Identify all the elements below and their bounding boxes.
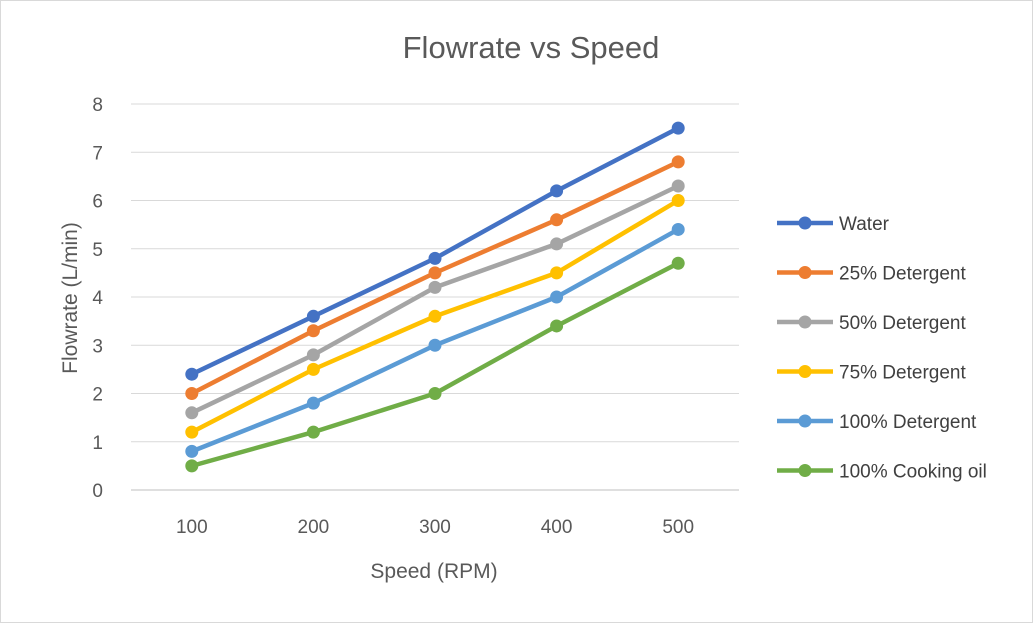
x-tick-label: 400 (541, 517, 573, 538)
x-tick-label: 200 (298, 517, 330, 538)
legend-item: 100% Cooking oil (777, 462, 987, 483)
series-0 (185, 121, 685, 381)
legend-item: Water (777, 214, 890, 235)
y-tick-label: 5 (92, 240, 103, 261)
data-point (306, 362, 320, 376)
y-tick-label: 6 (92, 192, 103, 213)
legend-marker (798, 266, 812, 279)
data-point (185, 425, 199, 439)
data-point (550, 290, 564, 304)
x-axis-ticks: 100 200 300 400 500 (176, 517, 694, 538)
data-point (671, 179, 685, 193)
data-point (671, 256, 685, 270)
data-point (306, 324, 320, 338)
legend: Water 25% Detergent 50% Detergent 75% Deter… (777, 214, 987, 483)
series-lines (185, 121, 685, 473)
data-point (428, 280, 442, 294)
series-2 (185, 179, 685, 420)
data-point (306, 425, 320, 439)
legend-marker (798, 216, 812, 230)
y-tick-label: 7 (92, 143, 103, 164)
x-tick-label: 300 (419, 517, 451, 538)
y-tick-label: 8 (92, 95, 103, 116)
data-point (185, 459, 199, 473)
data-point (428, 251, 442, 265)
data-point (185, 367, 199, 381)
series-5 (185, 256, 685, 473)
legend-label: 75% Detergent (839, 363, 966, 384)
chart-title: Flowrate vs Speed (403, 30, 660, 65)
series-4 (185, 222, 685, 458)
data-point (306, 396, 320, 410)
legend-marker (798, 315, 812, 329)
x-tick-label: 100 (176, 517, 208, 538)
legend-marker (798, 365, 812, 378)
x-tick-label: 500 (662, 517, 694, 538)
series-3 (185, 194, 685, 439)
data-point (671, 155, 685, 169)
data-point (550, 266, 564, 280)
y-tick-label: 0 (92, 481, 103, 502)
data-point (185, 406, 199, 420)
y-tick-label: 1 (92, 433, 103, 454)
legend-marker (798, 414, 812, 428)
data-point (185, 387, 199, 400)
legend-item: 50% Detergent (777, 313, 966, 334)
legend-label: 25% Detergent (839, 264, 966, 285)
y-axis-label: Flowrate (L/min) (59, 222, 82, 374)
legend-marker (798, 464, 812, 477)
data-point (671, 194, 685, 207)
x-axis-label: Speed (RPM) (370, 560, 497, 583)
legend-label: 50% Detergent (839, 313, 966, 334)
data-point (428, 387, 442, 400)
data-point (428, 338, 442, 352)
data-point (671, 222, 685, 236)
legend-label: 100% Cooking oil (839, 462, 987, 483)
series-line (189, 125, 681, 377)
legend-label: Water (839, 214, 890, 235)
data-point (428, 309, 442, 323)
legend-item: 25% Detergent (777, 264, 966, 285)
data-point (550, 237, 564, 251)
data-point (671, 121, 685, 135)
y-tick-label: 2 (92, 385, 103, 406)
data-point (550, 213, 564, 227)
data-point (306, 309, 320, 323)
legend-label: 100% Detergent (839, 412, 977, 433)
y-axis-ticks: 0 1 2 3 4 5 6 7 8 (92, 95, 103, 502)
y-tick-label: 3 (92, 336, 103, 357)
gridlines (131, 103, 739, 491)
data-point (306, 348, 320, 362)
y-tick-label: 4 (92, 288, 103, 309)
data-point (185, 444, 199, 458)
data-point (428, 266, 442, 280)
series-1 (185, 155, 685, 400)
legend-item: 75% Detergent (777, 363, 966, 384)
legend-item: 100% Detergent (777, 412, 977, 433)
data-point (550, 319, 564, 333)
data-point (550, 184, 564, 198)
